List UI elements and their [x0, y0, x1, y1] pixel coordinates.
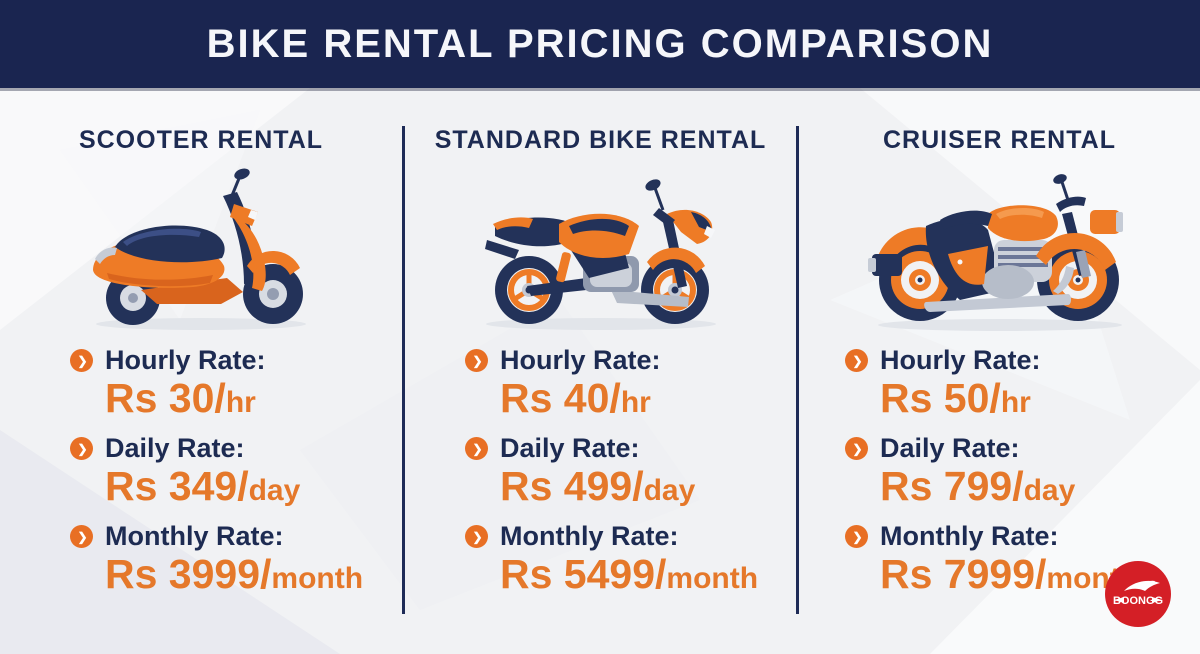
chevron-right-bullet-icon — [845, 525, 868, 549]
rate-label: Hourly Rate: — [500, 345, 661, 375]
bike-image-area — [799, 161, 1200, 337]
column-heading: STANDARD BIKE RENTAL — [434, 126, 767, 154]
rate-label: Monthly Rate: — [500, 521, 679, 552]
rate-amount: Rs 799/ — [880, 463, 1024, 510]
chevron-right-bullet-icon — [70, 349, 93, 372]
rate-unit: hr — [1000, 386, 1031, 419]
rate-value: Rs 799/day — [880, 465, 1200, 508]
logo-text: BOONGG — [1113, 595, 1163, 607]
rate-unit: hr — [225, 386, 256, 419]
rate-value: Rs 50/hr — [880, 375, 1200, 421]
rate-label: Daily Rate: — [500, 433, 640, 464]
rate-label: Hourly Rate: — [105, 345, 266, 375]
column-heading: CRUISER RENTAL — [883, 126, 1116, 154]
rate-label: Daily Rate: — [105, 433, 245, 464]
header-bar: BIKE RENTAL PRICING COMPARISON — [0, 0, 1200, 88]
boongg-logo: BOONGG — [1105, 561, 1171, 627]
rate-amount: Rs 5499/ — [500, 551, 667, 598]
chevron-right-bullet-icon — [465, 349, 488, 372]
hourly-rate-row: Hourly Rate: Rs 50/hr — [845, 345, 1200, 420]
rate-label: Hourly Rate: — [880, 345, 1041, 375]
chevron-right-bullet-icon — [465, 437, 488, 461]
rate-amount: Rs 7999/ — [880, 551, 1047, 598]
rate-amount: Rs 30/ — [105, 375, 226, 421]
scooter-illustration — [93, 168, 306, 330]
standard-bike-column: STANDARD BIKE RENTAL — [405, 112, 796, 642]
chevron-right-bullet-icon — [70, 437, 93, 461]
rate-amount: Rs 499/ — [500, 463, 644, 510]
chevron-right-bullet-icon — [70, 525, 93, 549]
daily-rate-row: Daily Rate: Rs 349/day — [70, 433, 402, 508]
rate-value: Rs 349/day — [105, 465, 402, 508]
rate-unit: day — [1023, 474, 1076, 508]
daily-rate-row: Daily Rate: Rs 799/day — [845, 433, 1200, 508]
page-title: BIKE RENTAL PRICING COMPARISON — [206, 21, 994, 66]
rates-list: Hourly Rate: Rs 50/hr Daily Rate: Rs 799… — [799, 345, 1200, 596]
cruiser-illustration — [867, 174, 1123, 331]
rates-list: Hourly Rate: Rs 30/hr Daily Rate: Rs 349… — [0, 345, 402, 596]
rate-value: Rs 3999/month — [105, 553, 402, 596]
rate-value: Rs 30/hr — [105, 375, 402, 421]
rate-amount: Rs 50/ — [880, 375, 1001, 421]
rate-unit: hr — [620, 386, 651, 419]
rate-unit: day — [248, 474, 301, 508]
rate-amount: Rs 40/ — [500, 375, 621, 421]
hourly-rate-row: Hourly Rate: Rs 30/hr — [70, 345, 402, 420]
chevron-right-bullet-icon — [465, 525, 488, 549]
rate-value: Rs 5499/month — [500, 553, 796, 596]
column-heading: SCOOTER RENTAL — [78, 126, 324, 154]
rate-value: Rs 499/day — [500, 465, 796, 508]
monthly-rate-row: Monthly Rate: Rs 5499/month — [465, 521, 796, 596]
bike-image-area — [0, 161, 402, 337]
cruiser-column: CRUISER RENTAL — [799, 112, 1200, 642]
hourly-rate-row: Hourly Rate: Rs 40/hr — [465, 345, 796, 420]
rates-list: Hourly Rate: Rs 40/hr Daily Rate: Rs 499… — [405, 345, 796, 596]
column-divider — [402, 126, 405, 614]
rate-unit: month — [271, 562, 364, 596]
rate-amount: Rs 3999/ — [105, 551, 272, 598]
rate-label: Monthly Rate: — [105, 521, 284, 552]
rate-label: Monthly Rate: — [880, 521, 1059, 552]
rate-value: Rs 40/hr — [500, 375, 796, 421]
rate-label: Daily Rate: — [880, 433, 1020, 464]
standard-bike-illustration — [484, 179, 716, 330]
scooter-column: SCOOTER RENTAL — [0, 112, 402, 642]
monthly-rate-row: Monthly Rate: Rs 3999/month — [70, 521, 402, 596]
column-divider — [796, 126, 799, 614]
daily-rate-row: Daily Rate: Rs 499/day — [465, 433, 796, 508]
bike-image-area — [405, 161, 796, 337]
rate-value: Rs 7999/month — [880, 553, 1200, 596]
rate-unit: day — [643, 474, 696, 508]
monthly-rate-row: Monthly Rate: Rs 7999/month — [845, 521, 1200, 596]
rate-amount: Rs 349/ — [105, 463, 249, 510]
rate-unit: month — [666, 562, 759, 596]
chevron-right-bullet-icon — [845, 437, 868, 461]
chevron-right-bullet-icon — [845, 349, 868, 372]
